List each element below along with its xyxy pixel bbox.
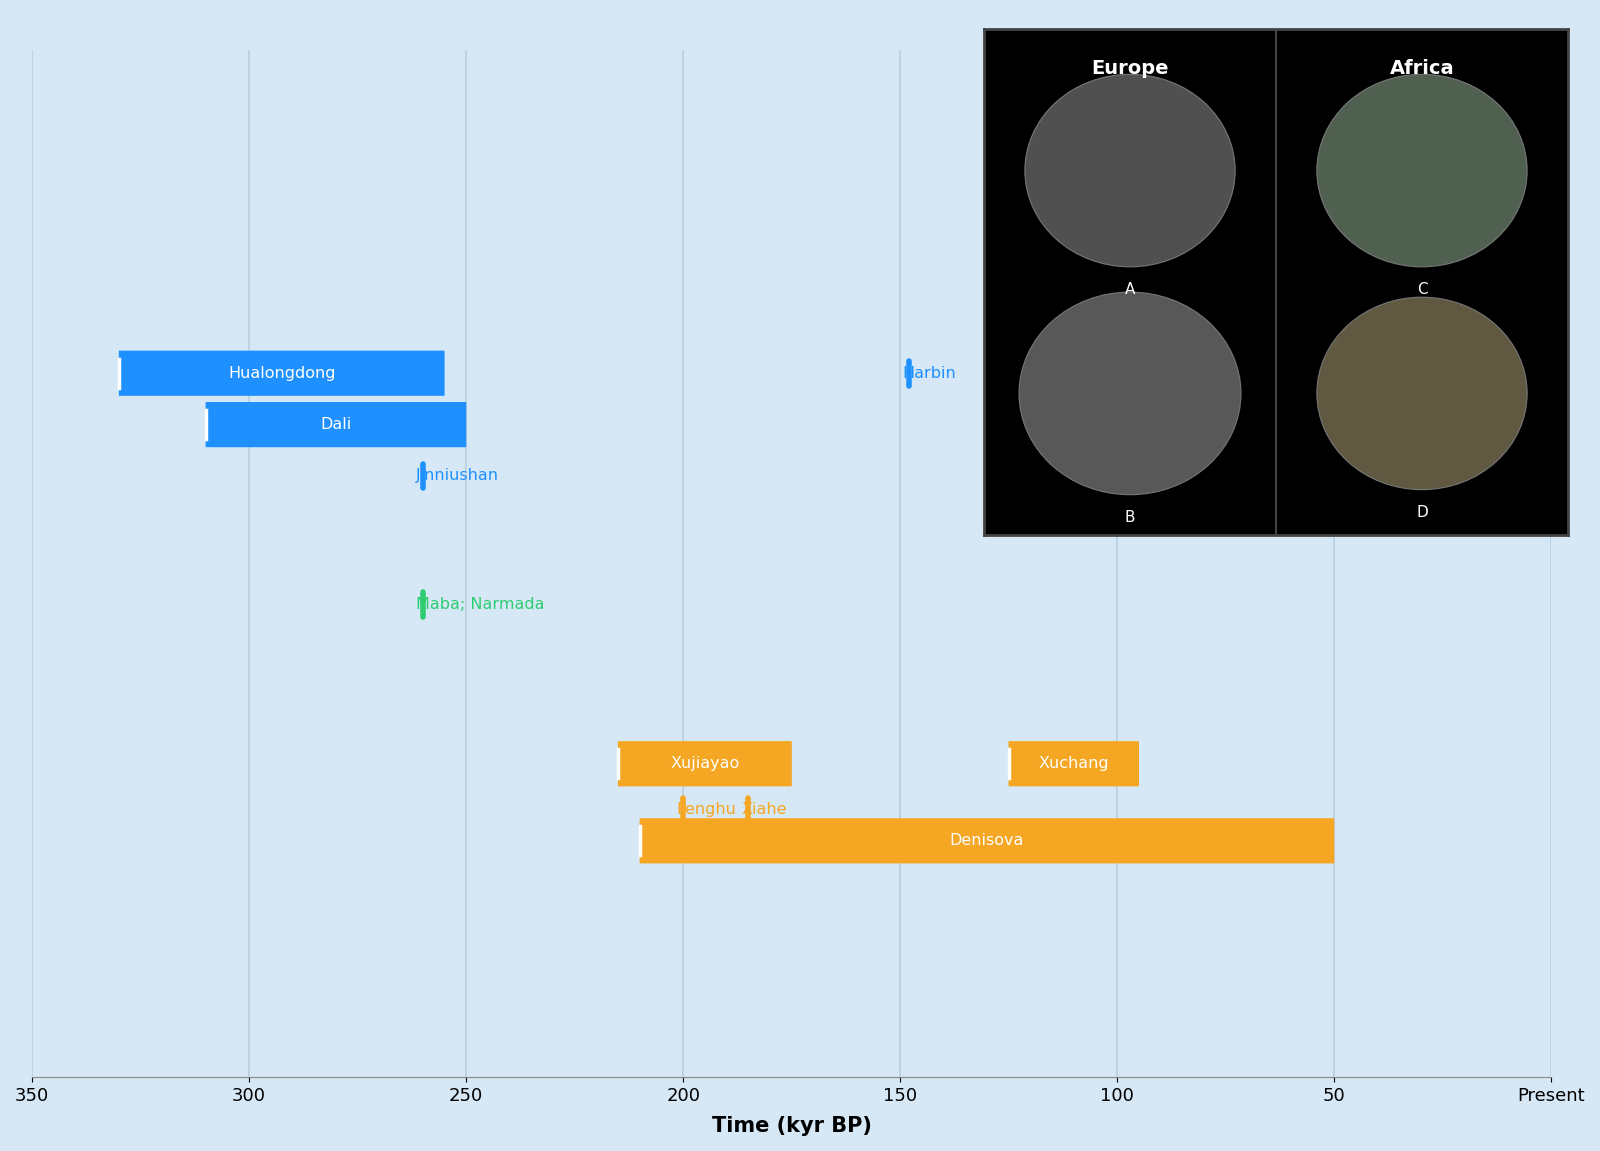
FancyBboxPatch shape bbox=[1008, 741, 1139, 786]
Ellipse shape bbox=[1026, 75, 1235, 267]
Text: A: A bbox=[1125, 282, 1134, 297]
Ellipse shape bbox=[1019, 292, 1242, 495]
Text: Europe: Europe bbox=[1091, 59, 1168, 78]
Text: Denisova: Denisova bbox=[950, 833, 1024, 848]
FancyBboxPatch shape bbox=[618, 741, 792, 786]
FancyBboxPatch shape bbox=[206, 402, 466, 448]
FancyBboxPatch shape bbox=[640, 818, 1334, 863]
Text: Harbin: Harbin bbox=[902, 366, 957, 381]
Text: Africa: Africa bbox=[1390, 59, 1454, 78]
Ellipse shape bbox=[1317, 297, 1526, 489]
Text: Dali: Dali bbox=[320, 417, 352, 432]
Text: Maba; Narmada: Maba; Narmada bbox=[416, 597, 544, 612]
Text: Xujiayao: Xujiayao bbox=[670, 756, 739, 771]
Text: Hualongdong: Hualongdong bbox=[227, 366, 336, 381]
Ellipse shape bbox=[1317, 75, 1526, 267]
Text: C: C bbox=[1416, 282, 1427, 297]
Text: Xiahe: Xiahe bbox=[742, 802, 787, 817]
Text: D: D bbox=[1416, 505, 1427, 520]
Text: Xuchang: Xuchang bbox=[1038, 756, 1109, 771]
FancyBboxPatch shape bbox=[118, 351, 445, 396]
Text: Penghu: Penghu bbox=[677, 802, 736, 817]
Text: Jinniushan: Jinniushan bbox=[416, 468, 499, 483]
Text: B: B bbox=[1125, 510, 1136, 525]
X-axis label: Time (kyr BP): Time (kyr BP) bbox=[712, 1116, 872, 1136]
